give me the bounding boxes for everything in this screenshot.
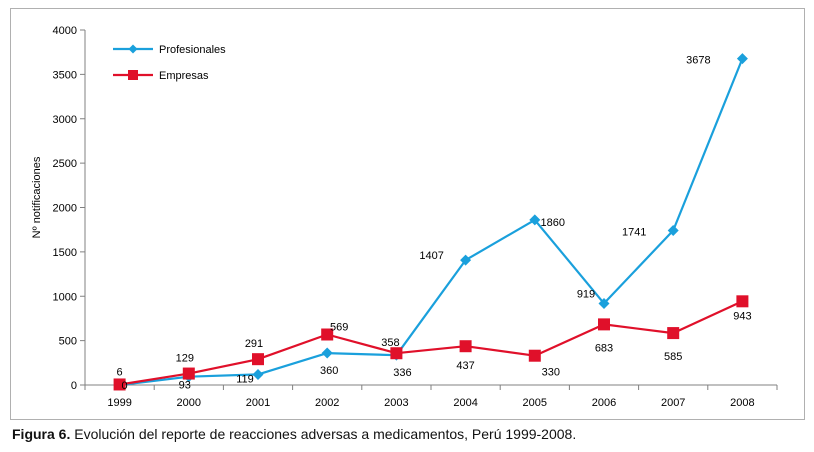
x-tick-label: 2001	[246, 397, 270, 409]
y-tick-label: 500	[59, 336, 77, 348]
data-point-profesionales	[667, 224, 679, 236]
data-point-empresas	[598, 318, 610, 331]
data-label: 437	[456, 360, 474, 372]
data-point-empresas	[113, 378, 126, 391]
legend-marker	[128, 70, 138, 80]
data-point-profesionales	[321, 347, 333, 359]
caption-text: Evolución del reporte de reacciones adve…	[70, 426, 577, 442]
data-point-profesionales	[460, 254, 472, 266]
y-axis-title: Nº notificaciones	[31, 156, 43, 238]
data-label: 330	[542, 367, 560, 379]
y-tick-label: 3500	[53, 69, 77, 81]
legend: Profesionales Empresas	[113, 44, 226, 82]
series-line-empresas	[119, 300, 743, 386]
y-tick-label: 4000	[53, 25, 77, 37]
data-point-profesionales	[598, 297, 610, 309]
data-point-profesionales	[736, 53, 748, 65]
series-line-profesionales	[119, 58, 744, 387]
data-label: 585	[664, 351, 682, 363]
y-tick-label: 2500	[53, 158, 77, 170]
data-point-profesionales	[252, 368, 264, 380]
data-label: 1407	[419, 250, 443, 262]
x-tick-label: 2000	[177, 397, 201, 409]
x-tick-label: 1999	[107, 397, 131, 409]
y-tick-label: 0	[71, 380, 77, 392]
data-label: 683	[595, 342, 613, 354]
y-tick-label: 1500	[53, 247, 77, 259]
data-label: 3678	[686, 55, 710, 67]
data-point-empresas	[321, 328, 334, 341]
legend-label: Empresas	[159, 70, 209, 82]
data-label: 0	[122, 380, 128, 392]
x-tick-label: 2004	[453, 397, 477, 409]
data-label: 943	[733, 310, 751, 322]
data-point-empresas	[390, 347, 403, 360]
caption-label: Figura 6.	[12, 426, 71, 442]
line-chart: 0 500 1000 1500 2000 2500 3000 3500 4000 1999 2000…	[31, 25, 778, 409]
data-label: 919	[577, 288, 595, 300]
figure-caption: Figura 6. Evolución del reporte de reacc…	[12, 426, 576, 442]
data-label: 129	[176, 353, 194, 365]
data-point-empresas	[528, 349, 541, 362]
y-tick-label: 1000	[53, 291, 77, 303]
x-tick-label: 2005	[523, 397, 547, 409]
x-tick-label: 2002	[315, 397, 339, 409]
data-point-empresas	[459, 340, 472, 353]
y-tick-label: 3000	[53, 114, 77, 126]
data-point-empresas	[182, 367, 195, 380]
data-label: 1860	[541, 217, 565, 229]
axes: 0 500 1000 1500 2000 2500 3000 3500 4000 1999 2000…	[53, 25, 778, 409]
data-point-empresas	[252, 353, 264, 366]
series-markers	[113, 53, 749, 391]
data-label: 93	[179, 380, 191, 392]
data-label: 291	[245, 338, 263, 350]
data-label: 6	[117, 366, 123, 378]
data-label: 119	[236, 373, 254, 385]
series-lines	[119, 58, 744, 387]
data-label: 569	[330, 322, 348, 334]
legend-label: Profesionales	[159, 44, 226, 56]
x-tick-label: 2006	[592, 397, 616, 409]
x-tick-label: 2007	[661, 397, 685, 409]
data-label: 360	[320, 365, 338, 377]
x-tick-label: 2008	[730, 397, 754, 409]
data-point-profesionales	[529, 214, 541, 226]
data-point-empresas	[667, 327, 680, 340]
chart-frame: 0 500 1000 1500 2000 2500 3000 3500 4000 1999 2000…	[10, 8, 805, 420]
legend-marker	[128, 44, 138, 54]
data-label: 358	[381, 337, 399, 349]
data-labels: 0 93 119 360 336 1407 1860 919 1741 3678 6 129 291 56…	[117, 55, 752, 392]
data-label: 1741	[622, 226, 646, 238]
y-tick-label: 2000	[53, 203, 77, 215]
data-point-empresas	[736, 295, 749, 308]
x-tick-label: 2003	[384, 397, 408, 409]
data-label: 336	[393, 367, 411, 379]
